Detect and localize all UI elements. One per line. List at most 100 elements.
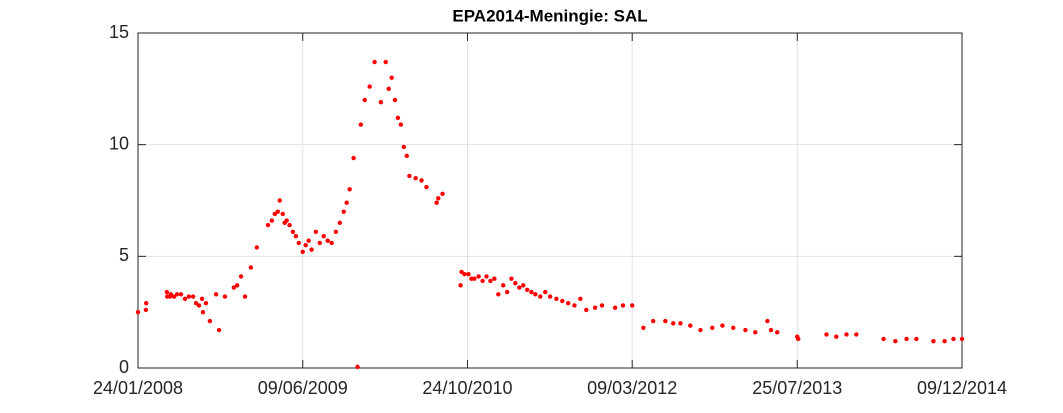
data-point xyxy=(242,294,248,299)
data-point xyxy=(509,276,514,281)
data-point xyxy=(630,303,635,308)
data-point xyxy=(612,305,618,310)
data-point xyxy=(458,283,463,288)
x-tick-label: 25/07/2013 xyxy=(752,378,842,398)
data-point xyxy=(893,339,898,344)
data-point xyxy=(881,336,886,342)
data-point xyxy=(844,332,849,337)
data-point xyxy=(592,305,598,310)
x-tick-label: 09/06/2009 xyxy=(258,378,348,398)
data-point xyxy=(306,238,311,243)
data-point xyxy=(358,122,364,127)
data-point xyxy=(351,155,356,161)
data-point xyxy=(572,303,577,308)
data-point xyxy=(222,294,228,299)
plot-frame xyxy=(137,32,963,369)
data-point xyxy=(710,325,715,330)
data-point xyxy=(720,323,725,328)
data-point xyxy=(524,287,530,293)
data-point xyxy=(398,122,404,127)
data-point xyxy=(344,200,349,205)
data-point xyxy=(392,97,398,103)
data-point xyxy=(313,229,319,234)
data-point xyxy=(277,198,282,203)
data-point xyxy=(688,323,693,328)
data-point xyxy=(199,296,205,301)
data-point xyxy=(248,265,254,270)
x-tick-label: 09/12/2014 xyxy=(917,378,1007,398)
data-point xyxy=(207,318,213,324)
data-point xyxy=(213,292,219,297)
data-point xyxy=(284,218,289,223)
data-point xyxy=(413,175,418,181)
data-point xyxy=(796,336,801,342)
data-point xyxy=(942,339,947,344)
data-point xyxy=(407,173,412,179)
y-tick-label: 15 xyxy=(109,22,129,42)
data-point xyxy=(731,325,736,330)
data-point xyxy=(275,209,280,214)
data-point xyxy=(517,285,522,290)
data-point xyxy=(404,153,409,159)
data-point xyxy=(254,245,259,250)
data-point xyxy=(143,307,149,313)
data-point xyxy=(584,307,589,313)
data-point xyxy=(753,330,758,335)
data-point xyxy=(501,283,506,288)
data-point xyxy=(386,86,391,92)
y-tick-label: 10 xyxy=(109,133,129,153)
data-point xyxy=(168,292,174,297)
chart-title: EPA2014-Meningie: SAL xyxy=(452,6,647,25)
data-point xyxy=(462,272,467,277)
data-point xyxy=(238,274,244,279)
data-point xyxy=(529,289,534,295)
data-point xyxy=(135,309,141,315)
x-tick-label: 09/03/2012 xyxy=(587,378,677,398)
data-point xyxy=(216,327,222,333)
data-point xyxy=(329,240,334,246)
data-point xyxy=(293,234,299,239)
data-point xyxy=(651,318,656,324)
data-point xyxy=(196,303,202,308)
data-point xyxy=(337,220,343,226)
data-point xyxy=(401,144,407,150)
data-point xyxy=(488,278,493,284)
data-point xyxy=(333,229,339,234)
data-point xyxy=(317,240,322,246)
data-point xyxy=(743,327,748,333)
data-point xyxy=(436,196,441,201)
data-point xyxy=(931,339,936,344)
data-point xyxy=(775,330,780,335)
data-point xyxy=(144,301,149,306)
data-point xyxy=(834,334,839,339)
data-point xyxy=(296,240,301,246)
data-point xyxy=(854,332,859,337)
data-point xyxy=(287,222,292,228)
data-point xyxy=(566,301,571,306)
data-point xyxy=(554,296,559,301)
data-point xyxy=(904,336,909,342)
data-point xyxy=(325,238,330,243)
data-point xyxy=(434,200,439,205)
data-point xyxy=(671,321,676,326)
data-point xyxy=(663,318,668,324)
data-point xyxy=(300,249,305,255)
data-point xyxy=(355,364,360,370)
data-point xyxy=(914,336,919,342)
data-point xyxy=(200,309,206,315)
data-point xyxy=(419,178,424,183)
data-point xyxy=(178,292,184,297)
data-point xyxy=(543,289,548,295)
data-point xyxy=(538,294,543,299)
data-point xyxy=(280,211,285,217)
data-point xyxy=(513,280,518,286)
data-point xyxy=(620,303,626,308)
data-point xyxy=(395,115,401,121)
data-point xyxy=(347,187,352,192)
data-point xyxy=(560,298,565,304)
data-point xyxy=(362,97,367,103)
data-point xyxy=(533,292,538,297)
